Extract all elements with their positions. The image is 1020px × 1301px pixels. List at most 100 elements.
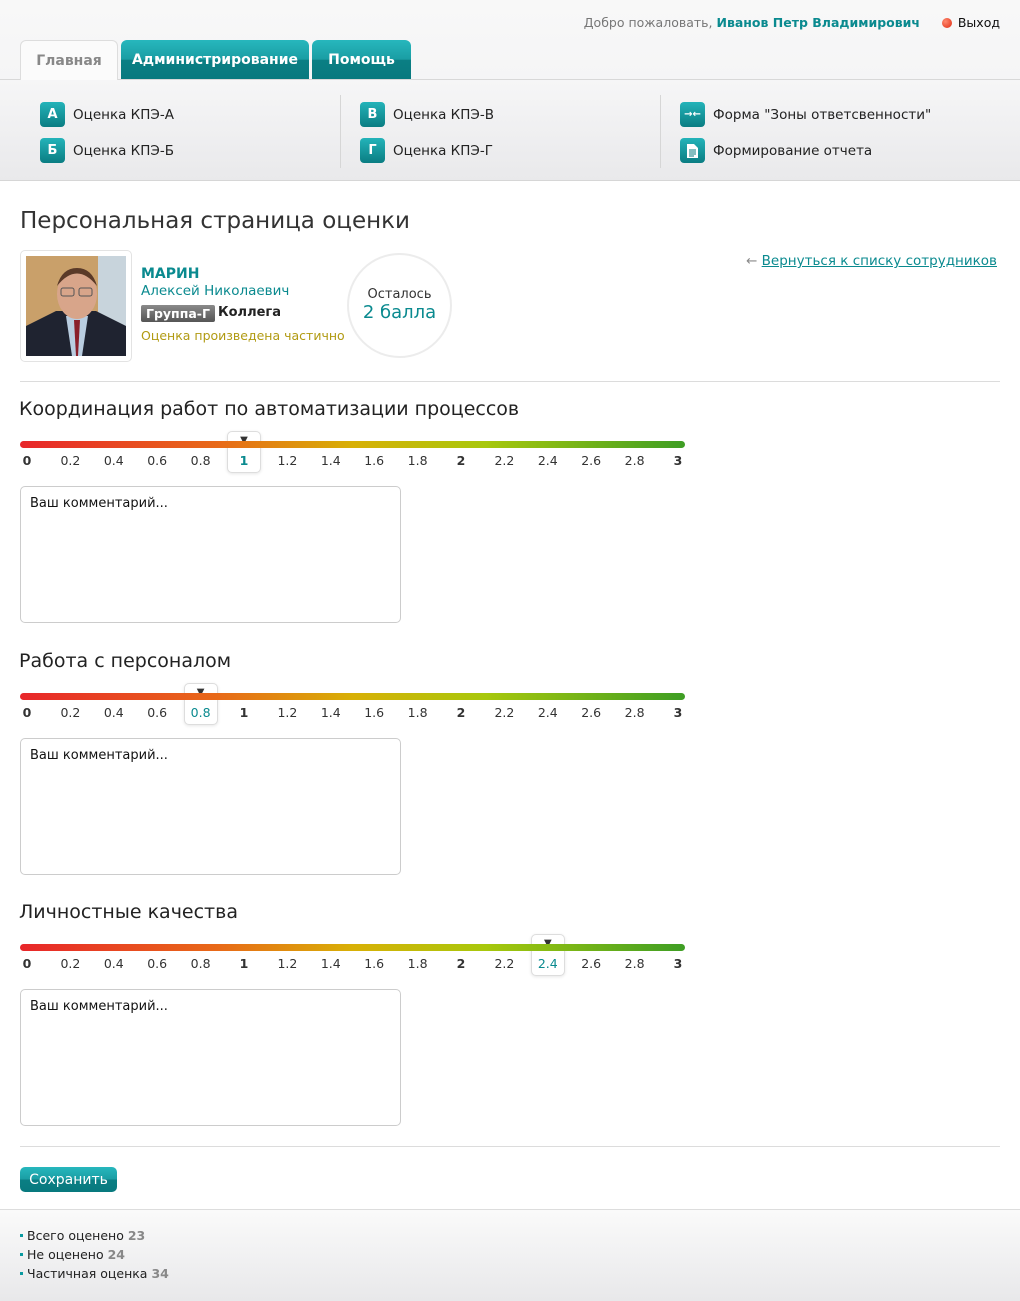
remaining-value: 2 балла xyxy=(362,302,437,323)
tab-help[interactable]: Помощь xyxy=(312,40,411,79)
comment-textarea[interactable]: Ваш комментарий... xyxy=(20,989,401,1126)
remaining-label: Осталось xyxy=(367,287,432,302)
criterion-title: Работа с персоналом xyxy=(19,650,232,672)
menu-item-kpe-v[interactable]: В Оценка КПЭ-В xyxy=(360,102,494,127)
scale-tick-label[interactable]: 2 xyxy=(456,705,466,720)
employee-photo xyxy=(20,250,132,362)
arrow-left-icon: ← xyxy=(746,253,758,269)
scale-tick-label[interactable]: 0.2 xyxy=(60,705,81,720)
scale-tick-label[interactable]: 2.8 xyxy=(624,705,645,720)
menu-item-responsibility-form[interactable]: →← Форма "Зоны ответсвенности" xyxy=(680,102,931,127)
scale-tick-label[interactable]: 2 xyxy=(456,956,466,971)
scale-tick-label[interactable]: 0.4 xyxy=(103,453,124,468)
score-slider-track[interactable] xyxy=(20,441,685,448)
scale-tick-label[interactable]: 2 xyxy=(456,453,466,468)
scale-tick-label[interactable]: 2.4 xyxy=(537,705,558,720)
stat-total: Всего оценено 23 xyxy=(20,1228,145,1243)
scale-tick-label[interactable]: 3 xyxy=(673,705,683,720)
scale-tick-label[interactable]: 2.2 xyxy=(494,705,515,720)
scale-tick-label[interactable]: 0 xyxy=(22,705,32,720)
menu-item-kpe-a[interactable]: А Оценка КПЭ-А xyxy=(40,102,174,127)
divider xyxy=(340,95,341,168)
scale-tick-label[interactable]: 1.4 xyxy=(320,956,341,971)
scale-tick-label[interactable]: 1.4 xyxy=(320,705,341,720)
scale-tick-label[interactable]: 1.8 xyxy=(407,705,428,720)
menu-label: Оценка КПЭ-А xyxy=(73,106,174,123)
remaining-points: Осталось 2 балла xyxy=(347,253,452,358)
slider-handle[interactable]: ▼ xyxy=(183,683,218,725)
stat-label: Всего оценено xyxy=(27,1228,124,1243)
arrows-inward-icon: →← xyxy=(680,102,705,127)
scale-tick-label[interactable]: 0 xyxy=(22,956,32,971)
tab-home[interactable]: Главная xyxy=(20,40,118,81)
scale-tick-label[interactable]: 0.8 xyxy=(190,956,211,971)
letter-g-icon: Г xyxy=(360,138,385,163)
divider xyxy=(20,1146,1000,1147)
slider-handle[interactable]: ▼ xyxy=(530,934,565,976)
logout-button[interactable]: Выход xyxy=(941,15,1000,30)
scale-tick-label[interactable]: 0.4 xyxy=(103,956,124,971)
triangle-down-icon: ▼ xyxy=(532,938,564,949)
scale-tick-label[interactable]: 0.6 xyxy=(147,956,168,971)
comment-placeholder: Ваш комментарий... xyxy=(30,496,168,511)
employee-role: Коллега xyxy=(218,305,281,320)
menu-item-kpe-b[interactable]: Б Оценка КПЭ-Б xyxy=(40,138,174,163)
scale-tick-label[interactable]: 0.2 xyxy=(60,453,81,468)
triangle-down-icon: ▼ xyxy=(228,435,260,446)
scale-tick-label[interactable]: 1 xyxy=(239,956,249,971)
comment-textarea[interactable]: Ваш комментарий... xyxy=(20,738,401,875)
bullet-icon xyxy=(20,1253,23,1256)
back-to-list-link[interactable]: Вернуться к списку сотрудников xyxy=(761,253,997,269)
scale-tick-label[interactable]: 2.2 xyxy=(494,453,515,468)
menu-item-kpe-g[interactable]: Г Оценка КПЭ-Г xyxy=(360,138,493,163)
scale-tick-label[interactable]: 1.2 xyxy=(277,705,298,720)
scale-tick-label[interactable]: 2.2 xyxy=(494,956,515,971)
logout-icon xyxy=(941,17,952,28)
scale-tick-label[interactable]: 1.6 xyxy=(364,705,385,720)
letter-a-icon: А xyxy=(40,102,65,127)
score-slider-track[interactable] xyxy=(20,944,685,951)
letter-v-icon: В xyxy=(360,102,385,127)
welcome-text: Добро пожаловать, Иванов Петр Владимиров… xyxy=(584,15,920,30)
scale-tick-label[interactable]: 1.8 xyxy=(407,956,428,971)
scale-tick-label[interactable]: 1.2 xyxy=(277,956,298,971)
scale-tick-label[interactable]: 0.8 xyxy=(190,453,211,468)
divider xyxy=(20,381,1000,382)
scale-tick-label[interactable]: 0.2 xyxy=(60,956,81,971)
scale-tick-label[interactable]: 0.6 xyxy=(147,453,168,468)
scale-tick-label[interactable]: 0.6 xyxy=(147,705,168,720)
stat-label: Не оценено xyxy=(27,1247,104,1262)
scale-tick-label[interactable]: 0 xyxy=(22,453,32,468)
scale-tick-label[interactable]: 2.6 xyxy=(581,956,602,971)
logout-label: Выход xyxy=(957,15,1000,30)
scale-tick-label[interactable]: 0.8 xyxy=(190,705,211,720)
scale-tick-label[interactable]: 3 xyxy=(673,453,683,468)
scale-tick-label[interactable]: 0.4 xyxy=(103,705,124,720)
scale-tick-label[interactable]: 1.6 xyxy=(364,956,385,971)
comment-textarea[interactable]: Ваш комментарий... xyxy=(20,486,401,623)
scale-tick-label[interactable]: 1 xyxy=(239,705,249,720)
slider-handle[interactable]: ▼ xyxy=(227,431,261,473)
scale-tick-label[interactable]: 1 xyxy=(239,453,249,468)
group-badge: Группа-Г xyxy=(141,305,215,322)
scale-tick-label[interactable]: 2.8 xyxy=(624,453,645,468)
menu-item-report[interactable]: Формирование отчета xyxy=(680,138,872,163)
scale-tick-label[interactable]: 1.4 xyxy=(320,453,341,468)
scale-tick-label[interactable]: 1.8 xyxy=(407,453,428,468)
scale-tick-label[interactable]: 2.8 xyxy=(624,956,645,971)
scale-tick-label[interactable]: 1.6 xyxy=(364,453,385,468)
tab-administration[interactable]: Администрирование xyxy=(121,40,309,79)
scale-tick-label[interactable]: 2.6 xyxy=(581,453,602,468)
scale-tick-label[interactable]: 2.6 xyxy=(581,705,602,720)
scale-tick-label[interactable]: 2.4 xyxy=(537,956,558,971)
submenu: А Оценка КПЭ-А Б Оценка КПЭ-Б В Оценка КПЭ-… xyxy=(0,80,1020,181)
scale-tick-label[interactable]: 1.2 xyxy=(277,453,298,468)
scale-tick-label[interactable]: 3 xyxy=(673,956,683,971)
user-name[interactable]: Иванов Петр Владимирович xyxy=(716,15,920,30)
menu-label: Оценка КПЭ-Г xyxy=(393,142,493,159)
score-slider-track[interactable] xyxy=(20,693,685,700)
save-button[interactable]: Сохранить xyxy=(20,1167,117,1192)
scale-tick-label[interactable]: 2.4 xyxy=(537,453,558,468)
stat-value: 34 xyxy=(151,1266,169,1281)
comment-placeholder: Ваш комментарий... xyxy=(30,748,168,763)
